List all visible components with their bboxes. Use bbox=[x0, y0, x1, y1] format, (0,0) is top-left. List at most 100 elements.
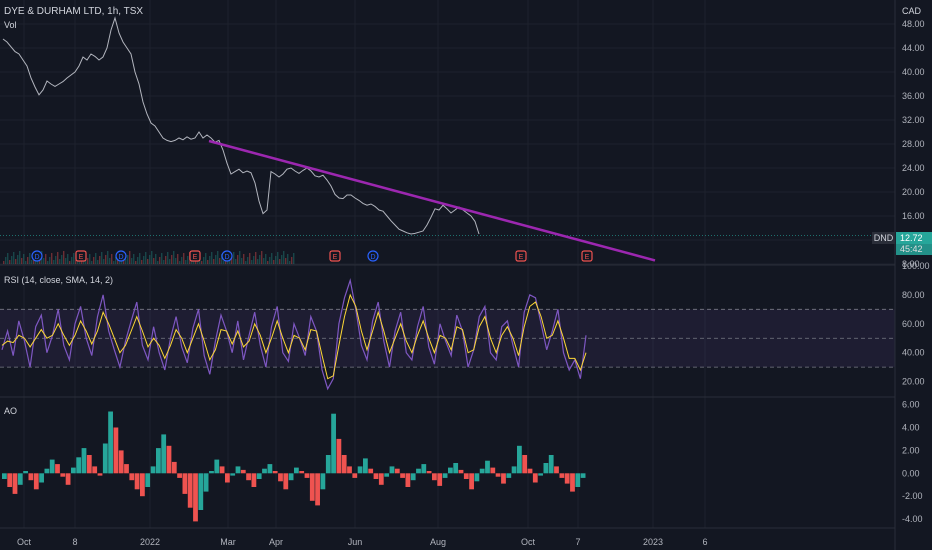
volume-bar bbox=[245, 261, 247, 264]
volume-bar bbox=[89, 254, 91, 264]
volume-bar bbox=[251, 260, 253, 264]
volume-bar bbox=[147, 259, 149, 264]
volume-bar bbox=[101, 252, 103, 264]
dividend-marker[interactable] bbox=[115, 250, 127, 262]
price-axis-label: 16.00 bbox=[902, 211, 925, 221]
time-axis-label: Mar bbox=[220, 537, 236, 547]
volume-bar bbox=[241, 258, 243, 264]
ao-bar bbox=[214, 459, 220, 474]
volume-bar bbox=[171, 255, 173, 264]
ao-bar bbox=[463, 473, 469, 479]
volume-bar bbox=[29, 253, 31, 264]
volume-bar bbox=[25, 261, 27, 264]
volume-bar bbox=[221, 254, 223, 264]
ao-bar bbox=[315, 473, 320, 506]
volume-bar bbox=[143, 256, 145, 264]
ao-bar bbox=[17, 473, 23, 485]
ao-bar bbox=[432, 473, 437, 481]
ao-bar bbox=[23, 471, 28, 474]
dividend-marker[interactable] bbox=[221, 250, 233, 262]
volume-bar bbox=[67, 254, 69, 264]
time-axis-label: 8 bbox=[72, 537, 77, 547]
volume-bar bbox=[187, 256, 189, 264]
trendline[interactable] bbox=[208, 139, 656, 262]
rsi-pane[interactable] bbox=[0, 278, 895, 391]
ao-bar bbox=[437, 473, 443, 486]
ao-bar bbox=[564, 473, 570, 484]
volume-bar bbox=[217, 251, 219, 264]
volume-bar bbox=[255, 252, 257, 264]
ao-bar bbox=[341, 455, 347, 474]
volume-bar bbox=[53, 260, 55, 264]
ao-bar bbox=[347, 466, 352, 474]
volume-bar bbox=[15, 259, 17, 264]
symbol-title[interactable]: DYE & DURHAM LTD, 1h, TSX bbox=[4, 6, 144, 17]
volume-bar bbox=[91, 261, 93, 264]
ao-bar bbox=[235, 466, 241, 474]
event-marker-label: E bbox=[193, 254, 198, 261]
volume-bar bbox=[31, 260, 33, 264]
rsi-axis-label: 20.00 bbox=[902, 377, 925, 387]
ao-bar bbox=[118, 450, 124, 474]
ao-bar bbox=[299, 471, 305, 474]
price-axis-label: 32.00 bbox=[902, 115, 925, 125]
earnings-marker[interactable] bbox=[515, 250, 527, 262]
volume-bar bbox=[47, 261, 49, 264]
volume-bar bbox=[3, 261, 5, 264]
earnings-marker[interactable] bbox=[75, 250, 87, 262]
volume-bar bbox=[7, 253, 9, 264]
ao-bar bbox=[225, 473, 230, 483]
volume-bar bbox=[261, 251, 263, 264]
ao-bar bbox=[251, 473, 257, 487]
ao-bar bbox=[517, 445, 522, 474]
price-axis-label: 36.00 bbox=[902, 91, 925, 101]
volume-bar bbox=[57, 252, 59, 264]
time-axis-label: Apr bbox=[269, 537, 283, 547]
volume-bar bbox=[73, 253, 75, 264]
ao-bar bbox=[580, 473, 586, 478]
volume-bar bbox=[21, 258, 23, 264]
ao-bar bbox=[187, 473, 193, 508]
volume-bar bbox=[273, 260, 275, 264]
last-price-badge: 12.72 bbox=[896, 232, 932, 244]
earnings-marker[interactable] bbox=[189, 250, 201, 262]
ao-bar bbox=[501, 473, 506, 484]
volume-bar bbox=[59, 259, 61, 264]
dividend-marker[interactable] bbox=[31, 250, 43, 262]
ao-bar bbox=[156, 448, 161, 474]
event-marker-label: D bbox=[34, 254, 39, 261]
ao-bar bbox=[442, 473, 448, 478]
earnings-marker[interactable] bbox=[581, 250, 593, 262]
rsi-axis-label: 40.00 bbox=[902, 348, 925, 358]
volume-bar bbox=[97, 260, 99, 264]
volume-bar bbox=[113, 261, 115, 264]
ao-bar bbox=[150, 466, 156, 474]
volume-bar bbox=[275, 256, 277, 264]
volume-bar bbox=[249, 253, 251, 264]
volume-bar bbox=[27, 257, 29, 264]
volume-bar bbox=[127, 255, 129, 264]
volume-bar bbox=[177, 254, 179, 264]
ao-pane[interactable] bbox=[2, 411, 586, 522]
ao-bar bbox=[384, 473, 390, 477]
time-axis-label: 2022 bbox=[140, 537, 160, 547]
ao-axis-label: -2.00 bbox=[902, 491, 923, 501]
volume-bar bbox=[293, 253, 295, 264]
ao-bar bbox=[368, 468, 374, 474]
ao-bar bbox=[92, 466, 98, 474]
ao-bar bbox=[60, 473, 66, 477]
volume-bar bbox=[285, 258, 287, 264]
currency-label[interactable]: CAD bbox=[902, 6, 922, 16]
volume-bar bbox=[259, 255, 261, 264]
ao-bar bbox=[102, 443, 108, 474]
dividend-marker[interactable] bbox=[367, 250, 379, 262]
earnings-marker[interactable] bbox=[329, 250, 341, 262]
volume-bar bbox=[131, 258, 133, 264]
ao-bar bbox=[479, 468, 485, 474]
volume-bar bbox=[151, 251, 153, 264]
ao-bar bbox=[182, 473, 188, 494]
ao-bar bbox=[44, 468, 50, 474]
